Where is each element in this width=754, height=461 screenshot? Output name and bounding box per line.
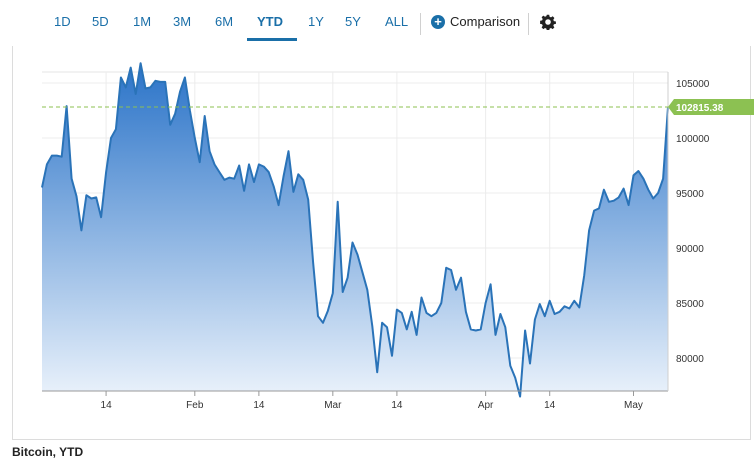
range-button-1y[interactable]: 1Y	[308, 14, 324, 29]
y-tick-label: 95000	[676, 189, 704, 200]
y-tick-label: 90000	[676, 244, 704, 255]
range-button-5y[interactable]: 5Y	[345, 14, 361, 29]
x-tick-label: Apr	[478, 400, 494, 411]
x-tick-label: 14	[544, 400, 556, 411]
range-button-1d[interactable]: 1D	[54, 14, 71, 29]
comparison-button[interactable]: + Comparison	[431, 14, 520, 29]
range-button-3m[interactable]: 3M	[173, 14, 192, 29]
x-tick-label: May	[624, 400, 643, 411]
price-area	[42, 63, 668, 397]
x-tick-label: 14	[101, 400, 113, 411]
range-button-1m[interactable]: 1M	[133, 14, 152, 29]
y-tick-label: 80000	[676, 354, 704, 365]
comparison-label: Comparison	[450, 14, 521, 29]
toolbar-separator	[420, 13, 421, 35]
active-range-underline	[247, 38, 297, 41]
price-line	[41, 62, 669, 398]
x-tick-label: 14	[253, 400, 265, 411]
last-value-label: 102815.38	[676, 103, 724, 114]
x-tick-label: Mar	[324, 400, 342, 411]
range-button-5d[interactable]: 5D	[92, 14, 109, 29]
last-value-badge	[668, 99, 754, 116]
range-toolbar: 1D 5D 1M 3M 6M YTD 1Y 5Y ALL + Comparison	[0, 0, 754, 46]
range-button-6m[interactable]: 6M	[215, 14, 234, 29]
range-button-all[interactable]: ALL	[385, 14, 409, 29]
chart-caption: Bitcoin, YTD	[12, 445, 84, 459]
x-tick-label: 14	[391, 400, 403, 411]
chart-frame	[12, 46, 751, 440]
toolbar-separator	[528, 13, 529, 35]
gear-icon[interactable]	[540, 14, 556, 30]
y-tick-label: 85000	[676, 299, 704, 310]
range-button-ytd[interactable]: YTD	[257, 14, 283, 29]
plus-circle-icon: +	[431, 14, 445, 29]
y-tick-label: 105000	[676, 79, 710, 90]
x-tick-label: Feb	[186, 400, 204, 411]
y-tick-label: 100000	[676, 134, 710, 145]
price-chart: 80000 85000 90000 95000 100000 105000 14 Feb 14 M…	[41, 62, 754, 411]
